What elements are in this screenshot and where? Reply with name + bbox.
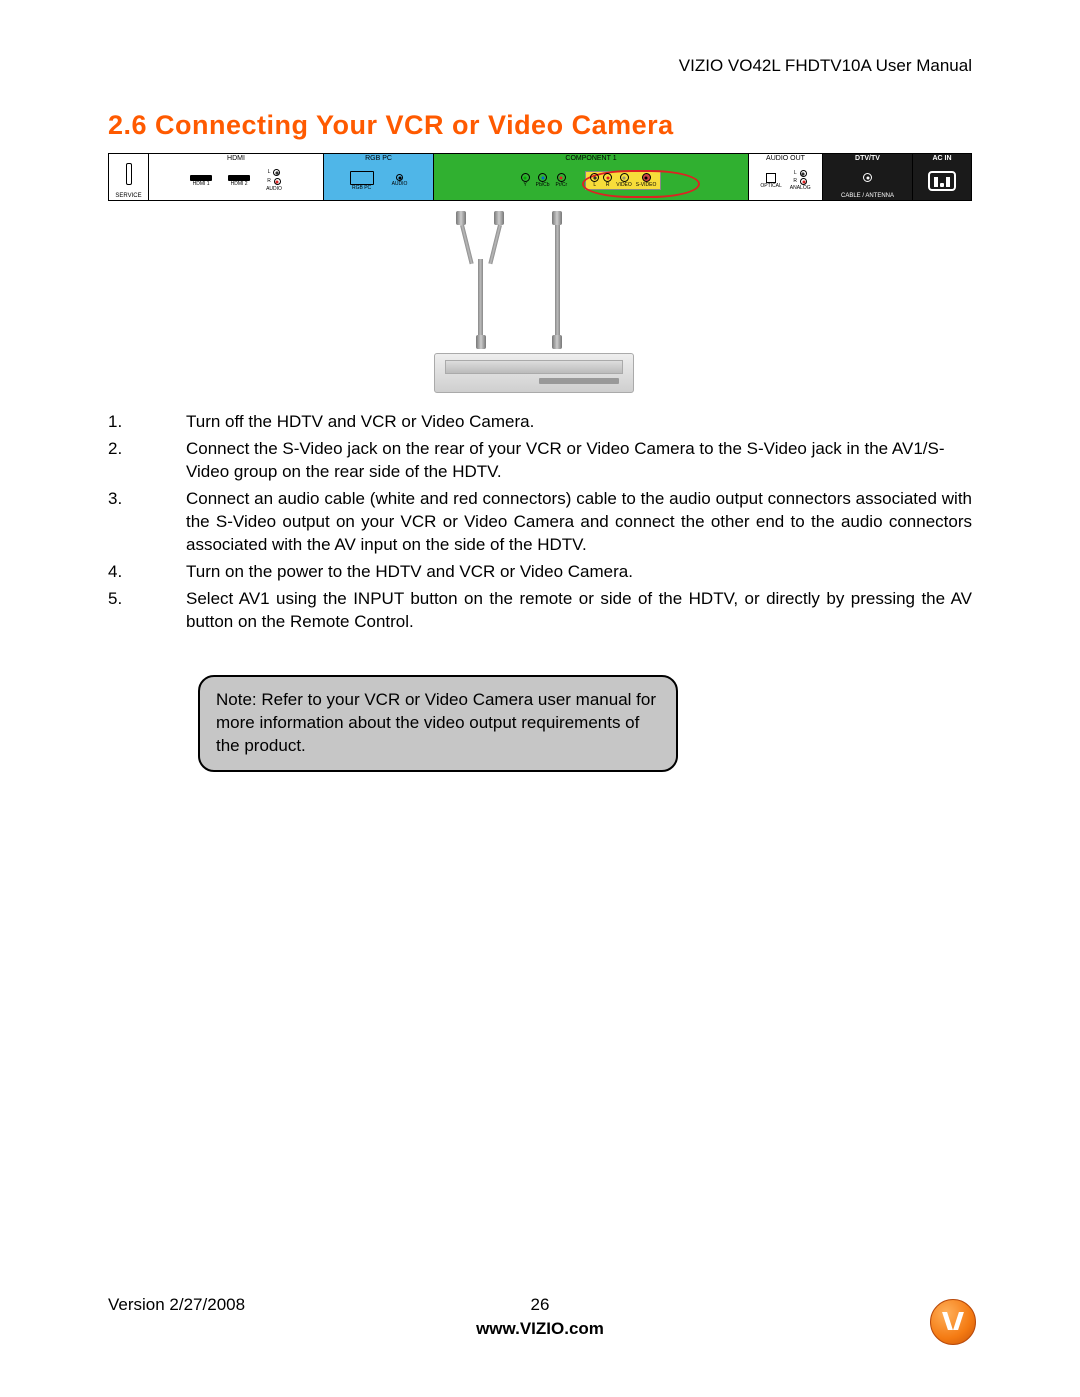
doc-header: VIZIO VO42L FHDTV10A User Manual xyxy=(108,56,972,76)
step-number: 1. xyxy=(108,411,186,434)
label-comp-pr: Pr/Cr xyxy=(556,183,568,188)
step-number: 3. xyxy=(108,488,186,557)
vizio-logo-icon xyxy=(930,1299,976,1345)
label-hdmi-top: HDMI xyxy=(227,155,245,162)
panel-acin: AC IN xyxy=(913,154,971,200)
page-footer: Version 2/27/2008 26 . www.VIZIO.com xyxy=(108,1295,972,1339)
steps-list: 1.Turn off the HDTV and VCR or Video Cam… xyxy=(108,411,972,633)
label-dtv-top: DTV/TV xyxy=(855,155,880,162)
label-hdmi1: HDMI 1 xyxy=(193,182,210,187)
label-acin: AC IN xyxy=(932,155,951,162)
step-text: Turn off the HDTV and VCR or Video Camer… xyxy=(186,411,972,434)
label-aout-ana: ANALOG xyxy=(790,186,811,191)
footer-site: www.VIZIO.com xyxy=(108,1319,972,1339)
step-number: 5. xyxy=(108,588,186,634)
label-comp-y: Y xyxy=(523,183,526,188)
step-text: Turn on the power to the HDTV and VCR or… xyxy=(186,561,972,584)
label-rgb-bot: RGB PC xyxy=(352,186,371,191)
label-hdmi-L: L xyxy=(268,170,271,175)
label-comp-top: COMPONENT 1 xyxy=(565,155,616,162)
panel-hdmi: HDMI HDMI 1 HDMI 2 L R AUDIO xyxy=(149,154,324,200)
step-text: Connect the S-Video jack on the rear of … xyxy=(186,438,972,484)
section-title: 2.6 Connecting Your VCR or Video Camera xyxy=(108,110,972,141)
step-item: 3.Connect an audio cable (white and red … xyxy=(108,488,972,557)
connection-illustration xyxy=(108,205,972,405)
label-rgb-top: RGB PC xyxy=(365,155,392,162)
label-aout-r: R xyxy=(793,179,797,184)
step-item: 5.Select AV1 using the INPUT button on t… xyxy=(108,588,972,634)
label-aout-l: L xyxy=(794,171,797,176)
label-rgb-audio: AUDIO xyxy=(392,182,408,187)
panel-audio-out: AUDIO OUT OPTICAL L R ANALOG xyxy=(749,154,823,200)
step-text: Select AV1 using the INPUT button on the… xyxy=(186,588,972,634)
vcr-device-icon xyxy=(434,353,634,393)
panel-component: COMPONENT 1 Y Pb/Cb Pr/Cr L R VIDEO S-VI… xyxy=(434,154,749,200)
footer-version: Version 2/27/2008 xyxy=(108,1295,245,1315)
rear-panel-diagram: SERVICE HDMI HDMI 1 HDMI 2 L R AUDIO RGB… xyxy=(108,153,972,201)
label-service: SERVICE xyxy=(115,193,141,199)
step-item: 1.Turn off the HDTV and VCR or Video Cam… xyxy=(108,411,972,434)
label-comp-pb: Pb/Cb xyxy=(536,183,550,188)
step-item: 2.Connect the S-Video jack on the rear o… xyxy=(108,438,972,484)
label-hdmi2: HDMI 2 xyxy=(231,182,248,187)
panel-av: L R VIDEO S-VIDEO xyxy=(585,171,661,190)
panel-service: SERVICE xyxy=(109,154,149,200)
label-hdmi-audio: AUDIO xyxy=(266,187,282,192)
step-item: 4.Turn on the power to the HDTV and VCR … xyxy=(108,561,972,584)
footer-page-number: 26 xyxy=(531,1295,550,1315)
panel-dtv: DTV/TV CABLE / ANTENNA xyxy=(823,154,913,200)
label-hdmi-R: R xyxy=(267,179,271,184)
step-text: Connect an audio cable (white and red co… xyxy=(186,488,972,557)
note-box: Note: Refer to your VCR or Video Camera … xyxy=(198,675,678,772)
panel-rgb: RGB PC RGB PC AUDIO xyxy=(324,154,434,200)
label-aout-opt: OPTICAL xyxy=(760,184,781,189)
step-number: 2. xyxy=(108,438,186,484)
label-aout-top: AUDIO OUT xyxy=(766,155,805,162)
label-dtv-bot: CABLE / ANTENNA xyxy=(841,193,894,199)
step-number: 4. xyxy=(108,561,186,584)
